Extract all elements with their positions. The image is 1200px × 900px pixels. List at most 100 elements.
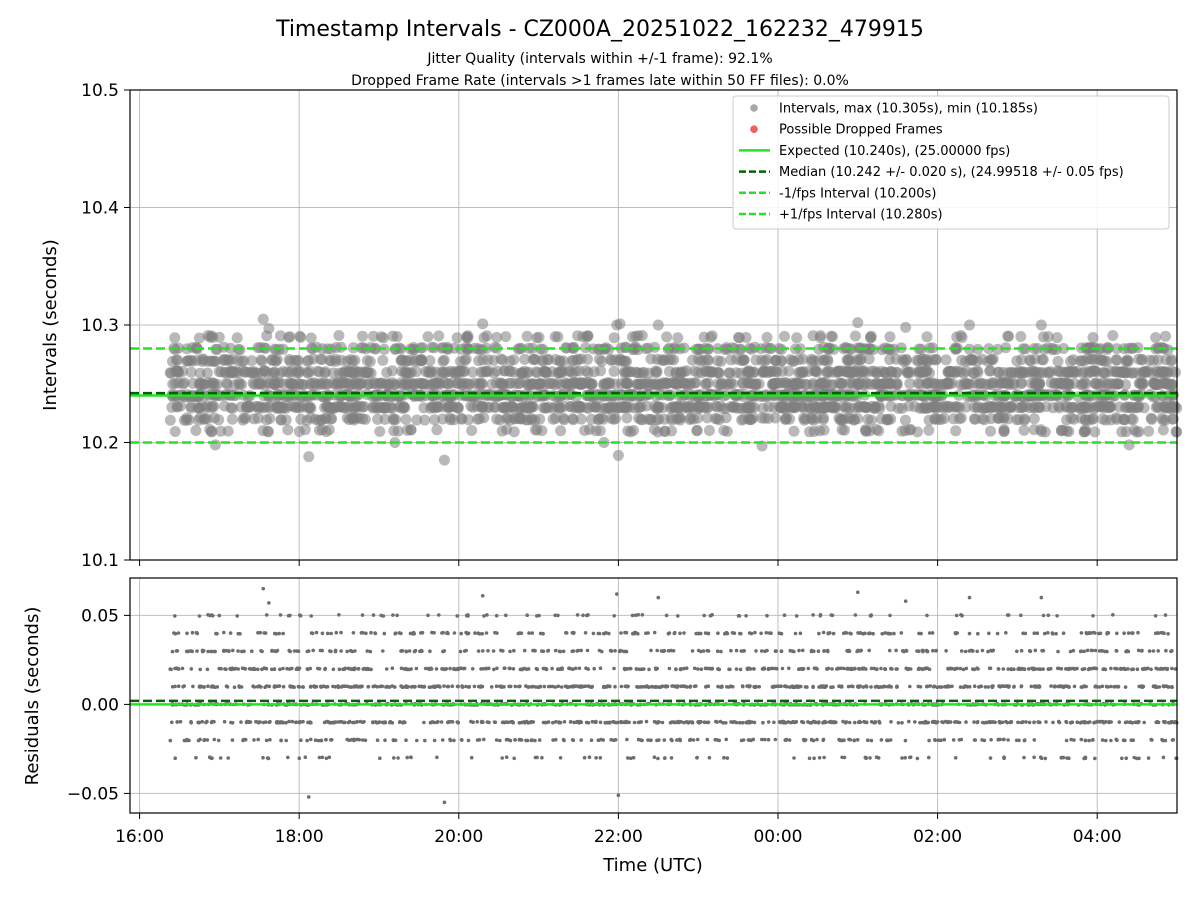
residual-point [297,666,302,671]
residual-point [717,738,721,743]
residual-point [1114,666,1119,671]
interval-point [1088,365,1100,377]
residual-point [335,720,340,724]
residual-point [942,737,947,742]
interval-point [643,367,655,379]
interval-point [950,425,962,437]
interval-point [1143,425,1155,437]
residual-point [272,631,277,636]
residual-point [831,631,836,636]
residual-point [879,666,883,671]
residual-point [1055,614,1059,618]
residual-point [423,666,428,671]
residual-point [430,630,434,635]
interval-point [497,401,509,413]
interval-point [374,426,386,437]
residual-point [366,684,371,689]
interval-point [348,412,360,424]
residual-point [1105,630,1110,635]
residual-point [296,649,301,653]
residual-point [226,756,230,760]
interval-point [1005,402,1016,414]
interval-point [583,378,595,390]
residual-point [608,684,612,689]
residual-point [184,738,189,743]
interval-point [712,355,724,367]
interval-point [1097,413,1109,425]
residual-point [853,666,857,671]
residual-point [1143,666,1148,671]
residual-point [624,649,629,654]
residual-point [577,721,581,725]
residual-point [864,685,869,689]
interval-point [233,377,245,388]
residual-point [462,666,467,671]
residual-point [967,685,972,689]
residual-point [718,719,723,724]
interval-point [761,331,773,343]
residual-point [573,666,578,671]
interval-point [582,330,594,342]
residual-point [1170,649,1174,653]
residual-point [231,648,235,653]
residual-point [608,648,613,653]
residual-point [504,737,509,742]
residual-point [557,720,562,725]
residual-point [571,667,575,671]
interval-point [333,330,345,341]
interval-point [604,401,616,413]
interval-point [896,425,908,437]
residual-point [170,649,175,654]
residual-point [930,631,935,635]
residual-point [260,649,264,654]
residual-point [769,666,774,671]
residual-point [1123,667,1127,672]
residual-point [455,614,460,618]
interval-point [904,378,916,390]
residual-point [440,631,444,635]
residual-point [198,667,202,672]
residual-point [1163,720,1167,725]
residual-point [1109,738,1113,743]
residual-point [612,614,616,618]
residual-point [486,649,490,653]
residual-point [1075,720,1079,724]
residual-point [567,666,571,670]
residual-point [887,648,892,653]
residual-point [1097,685,1102,689]
residual-point [825,648,830,653]
residual-point [954,720,958,724]
interval-point [372,413,384,425]
interval-outlier-point [1035,319,1047,331]
interval-point [418,378,430,390]
residual-point [176,631,181,635]
interval-point [793,354,805,366]
residual-point [715,720,719,724]
residual-point [690,720,694,724]
interval-point [471,400,483,412]
interval-point [928,378,940,390]
residual-point [1083,756,1088,760]
residual-point [575,649,579,653]
residual-point [250,649,254,653]
residual-point [729,648,733,653]
residual-point [961,667,966,672]
interval-point [1161,366,1173,378]
interval-point [200,402,212,414]
interval-point [1118,414,1130,425]
residual-point [284,738,289,743]
residual-point [812,756,816,760]
residual-point [685,720,690,724]
interval-outlier-point [614,318,626,330]
residual-point [329,738,334,742]
residual-point [842,666,846,671]
interval-point [979,378,991,390]
residual-point [737,614,742,618]
interval-point [444,412,456,424]
residual-point [774,684,779,689]
residual-point [450,719,454,724]
residual-point [213,649,217,654]
residual-point [883,631,887,635]
interval-point [1042,331,1054,343]
interval-point [1107,330,1119,341]
